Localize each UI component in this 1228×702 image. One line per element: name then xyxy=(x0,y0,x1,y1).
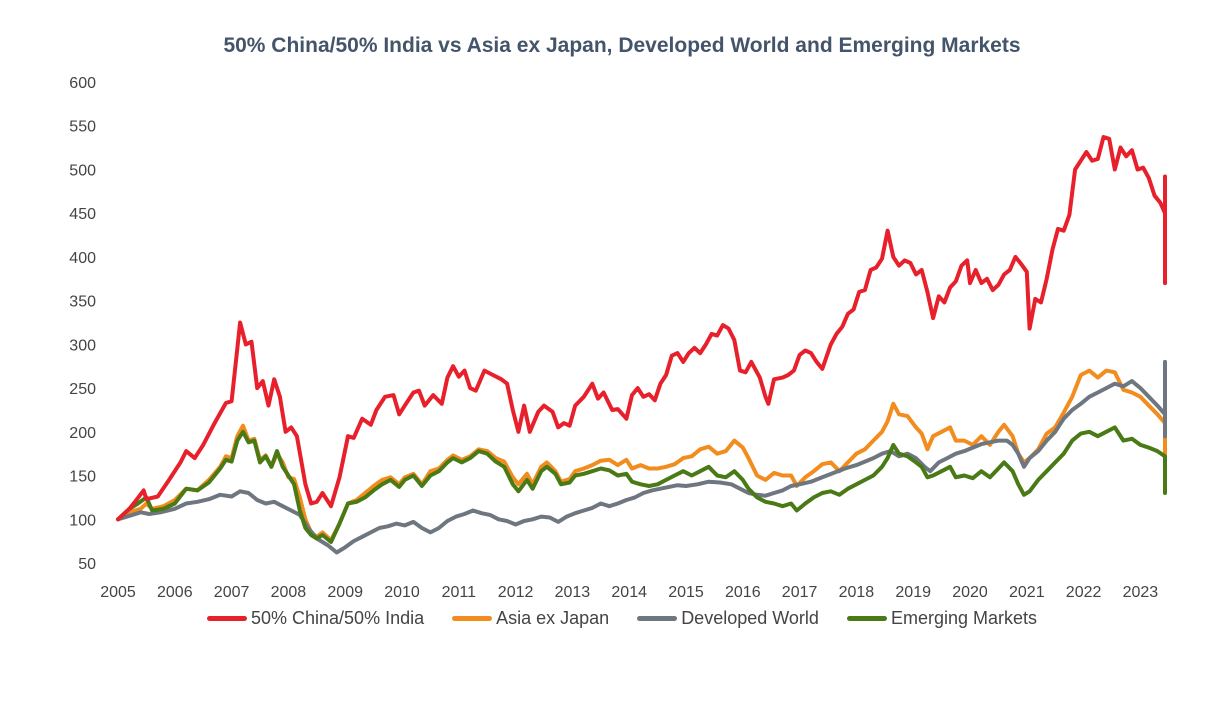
y-tick-label: 450 xyxy=(69,206,96,223)
x-tick-label: 2014 xyxy=(611,584,647,600)
legend-item: Asia ex Japan xyxy=(452,608,609,629)
x-tick-label: 2016 xyxy=(725,584,761,600)
x-tick-label: 2008 xyxy=(271,584,307,600)
legend-swatch xyxy=(452,616,493,621)
x-tick-label: 2023 xyxy=(1123,584,1159,600)
y-tick-label: 100 xyxy=(69,512,96,529)
x-tick-label: 2010 xyxy=(384,584,420,600)
y-axis: 600 550 500 450 400 350 300 250 200 150 100 50 xyxy=(69,75,96,573)
y-tick-label: 350 xyxy=(69,294,96,311)
legend-label: 50% China/50% India xyxy=(250,608,425,628)
y-tick-label: 500 xyxy=(69,162,96,179)
y-tick-label: 600 xyxy=(69,75,96,92)
series-line-emerging-markets xyxy=(116,425,1167,544)
x-tick-label: 2015 xyxy=(668,584,704,600)
x-tick-label: 2020 xyxy=(952,584,988,600)
series-line-developed-world xyxy=(116,359,1167,555)
x-tick-label: 2018 xyxy=(839,584,875,600)
x-tick-label: 2005 xyxy=(100,584,136,600)
legend: 50% China/50% India Asia ex Japan Develope… xyxy=(0,608,1228,629)
legend-label: Developed World xyxy=(681,608,819,628)
y-tick-label: 50 xyxy=(78,556,96,573)
line-chart: 2005 2006 2007 2008 2009 2010 2011 2012 2013 2014… xyxy=(69,75,1167,600)
legend-label: Emerging Markets xyxy=(890,608,1037,628)
x-axis: 2005 2006 2007 2008 2009 2010 2011 2012 2013 2014… xyxy=(100,584,1158,600)
y-tick-label: 250 xyxy=(69,381,96,398)
x-tick-label: 2022 xyxy=(1066,584,1102,600)
x-tick-label: 2011 xyxy=(442,584,477,600)
y-tick-label: 550 xyxy=(69,119,96,136)
legend-item: Emerging Markets xyxy=(846,608,1037,629)
x-tick-label: 2013 xyxy=(555,584,591,600)
x-tick-label: 2019 xyxy=(895,584,931,600)
y-tick-label: 200 xyxy=(69,425,96,442)
series-line-50-china-50-india xyxy=(116,135,1167,522)
y-tick-label: 400 xyxy=(69,250,96,267)
legend-item: 50% China/50% India xyxy=(206,608,425,629)
x-tick-label: 2017 xyxy=(782,584,818,600)
legend-swatch xyxy=(846,616,887,621)
y-tick-label: 150 xyxy=(69,469,96,486)
x-tick-label: 2021 xyxy=(1009,584,1045,600)
x-tick-label: 2006 xyxy=(157,584,193,600)
series-layer xyxy=(116,135,1167,555)
x-tick-label: 2009 xyxy=(327,584,363,600)
y-tick-label: 300 xyxy=(69,337,96,354)
x-tick-label: 2007 xyxy=(214,584,250,600)
legend-label: Asia ex Japan xyxy=(496,608,610,628)
legend-swatch xyxy=(637,616,678,621)
x-tick-label: 2012 xyxy=(498,584,534,600)
legend-item: Developed World xyxy=(637,608,819,629)
chart-title: 50% China/50% India vs Asia ex Japan, De… xyxy=(223,34,1021,57)
legend-swatch xyxy=(206,616,247,621)
